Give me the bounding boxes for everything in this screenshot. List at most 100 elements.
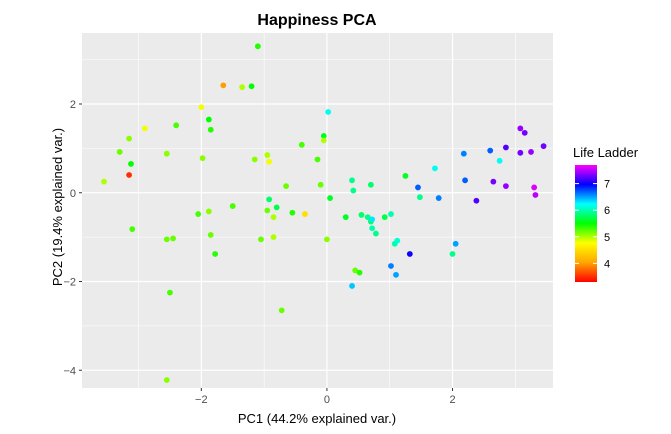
data-point [195, 211, 202, 217]
y-tick-label: −2 [63, 277, 76, 289]
chart-title: Happiness PCA [257, 12, 377, 29]
data-point [317, 181, 324, 188]
data-point [248, 83, 255, 90]
data-point [266, 158, 273, 165]
data-point [352, 267, 359, 274]
data-point [199, 155, 206, 162]
data-point [163, 377, 170, 383]
data-point [373, 230, 379, 237]
y-axis-label: PC2 (19.4% explained var.) [50, 128, 65, 286]
data-point [141, 125, 148, 132]
data-point [270, 234, 277, 241]
data-point [435, 195, 442, 201]
data-point [320, 137, 327, 144]
data-point [487, 147, 494, 154]
y-tick-label: 0 [70, 188, 76, 200]
data-point [496, 157, 503, 164]
data-point [540, 143, 547, 150]
data-point [198, 104, 205, 111]
data-point [116, 149, 123, 155]
data-point [327, 195, 333, 201]
data-point [239, 84, 246, 91]
data-point [388, 263, 394, 269]
data-point [266, 196, 273, 203]
legend-tick-label: 5 [604, 232, 610, 244]
data-point [254, 43, 261, 50]
data-point [173, 122, 180, 129]
data-point [278, 307, 285, 314]
data-point [394, 237, 401, 244]
data-point [449, 251, 456, 257]
data-point [528, 149, 534, 155]
data-point [167, 289, 173, 296]
data-point [460, 150, 467, 157]
data-point [369, 216, 376, 223]
legend-tick-label: 4 [604, 258, 610, 270]
data-point [302, 211, 308, 217]
plot-panel [82, 33, 553, 388]
data-point [325, 109, 332, 115]
data-point [364, 214, 371, 221]
data-point [402, 172, 409, 179]
data-point [283, 183, 289, 189]
data-point [349, 177, 355, 184]
data-point [503, 144, 509, 151]
x-tick-label: 2 [449, 394, 455, 406]
data-point [270, 214, 277, 221]
y-tick-label: 2 [70, 99, 76, 111]
data-point [503, 183, 509, 189]
data-point [473, 197, 480, 204]
data-point [220, 82, 227, 89]
data-point [406, 251, 413, 257]
x-tick-label: −2 [195, 394, 208, 406]
points-layer [101, 43, 547, 383]
data-point [207, 232, 214, 238]
legend-tick-label: 6 [604, 205, 610, 217]
data-point [264, 152, 271, 158]
data-point [356, 269, 363, 276]
data-point [531, 184, 538, 191]
data-point [517, 125, 524, 132]
data-point [349, 283, 355, 289]
data-point [129, 226, 136, 233]
data-point [273, 204, 280, 211]
data-point [289, 209, 296, 216]
data-point [393, 271, 399, 278]
grid-major [82, 33, 553, 388]
data-point [126, 172, 132, 178]
legend-ticks: 4 5 6 7 [575, 179, 610, 270]
data-point [229, 203, 236, 209]
data-point [367, 181, 374, 188]
data-point [170, 235, 176, 242]
data-point [264, 207, 271, 214]
data-point [205, 116, 212, 123]
legend-tick-label: 7 [604, 179, 610, 191]
data-point [207, 126, 214, 133]
data-point [258, 236, 264, 243]
data-point [163, 150, 170, 157]
data-point [369, 225, 376, 232]
data-point [432, 165, 438, 172]
data-point [415, 184, 421, 191]
data-point [452, 240, 459, 247]
legend-colorbar [575, 165, 597, 282]
data-point [298, 141, 305, 148]
legend: Life Ladder 4 5 6 7 [573, 145, 639, 282]
data-point [350, 187, 357, 194]
data-point [205, 208, 212, 215]
data-point [320, 133, 327, 139]
data-point [101, 178, 107, 185]
data-point [462, 177, 468, 184]
data-point [342, 214, 349, 221]
data-point [358, 212, 365, 218]
y-tick-label: −4 [63, 365, 76, 377]
data-point [324, 236, 330, 243]
data-point [532, 192, 539, 198]
data-point [517, 149, 524, 156]
data-point [251, 156, 258, 163]
x-tick-label: 0 [324, 394, 330, 406]
data-point [490, 178, 497, 185]
data-point [416, 194, 423, 201]
